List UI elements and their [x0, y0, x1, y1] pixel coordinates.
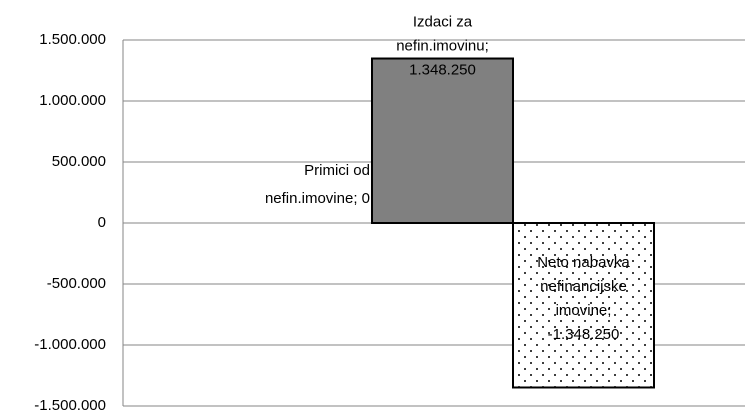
y-tick-label: 1.500.000	[39, 31, 106, 48]
data-label-line: Izdaci za	[413, 13, 473, 30]
y-tick-label: 0	[98, 214, 106, 231]
y-tick-label: -500.000	[47, 275, 106, 292]
y-tick-label: 500.000	[52, 153, 106, 170]
data-label: Izdaci za nefin.imovinu; 1.348.250	[396, 13, 489, 78]
bar	[371, 57, 514, 224]
data-label-line: -1.348.250	[548, 326, 620, 343]
y-tick-label: 1.000.000	[39, 92, 106, 109]
y-tick-label: -1.000.000	[34, 336, 106, 353]
y-tick-label: -1.500.000	[34, 397, 106, 412]
data-label-line: Neto nabavka	[537, 254, 630, 271]
data-label: Neto nabavka nefinancijske imovine; -1.348.…	[537, 254, 630, 343]
data-label-line: nefin.imovinu;	[396, 37, 489, 54]
bar	[512, 222, 655, 389]
data-label-line: imovine;	[556, 302, 612, 319]
data-label: Primici od nefin.imovine; 0	[265, 162, 370, 207]
data-label-line: nefinancijske	[540, 278, 627, 295]
data-label-line: 1.348.250	[409, 61, 476, 78]
data-label-line: nefin.imovine; 0	[265, 190, 370, 207]
data-label-line: Primici od	[304, 162, 370, 179]
